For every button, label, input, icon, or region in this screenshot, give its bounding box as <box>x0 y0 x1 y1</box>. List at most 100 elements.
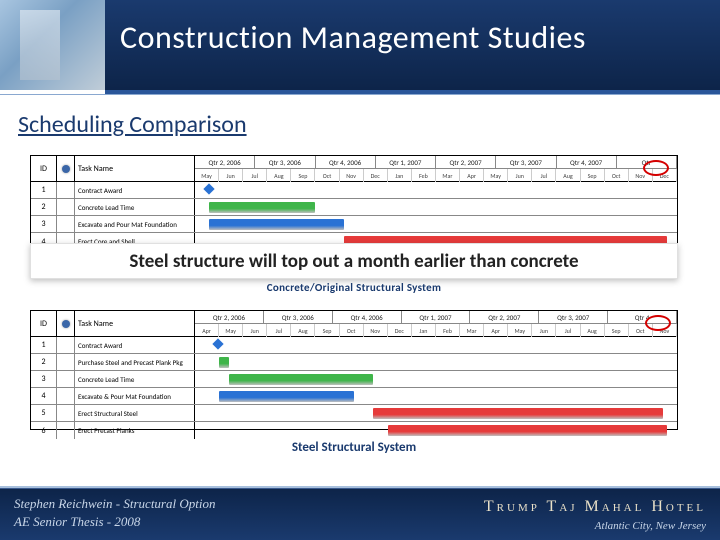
month-label: Sep <box>315 324 339 337</box>
col-id-header: ID <box>31 311 57 336</box>
row-id: 2 <box>31 199 57 215</box>
row-indicator <box>57 388 75 404</box>
row-id: 4 <box>31 388 57 404</box>
timeline-header: Qtr 2, 2006Qtr 3, 2006Qtr 4, 2006Qtr 1, … <box>195 156 677 181</box>
month-label: Jan <box>412 324 436 337</box>
quarter-label: Qtr 3, 2006 <box>255 156 315 168</box>
quarter-label: Qtr 2, 2006 <box>195 156 255 168</box>
month-label: Oct <box>340 324 364 337</box>
milestone-marker <box>213 338 224 349</box>
col-indicator-header <box>57 156 75 181</box>
footer-author: Stephen Reichwein - Structural Option <box>14 496 215 512</box>
quarter-label: Qtr 2, 2007 <box>436 156 496 168</box>
row-indicator <box>57 182 75 198</box>
row-timeline <box>195 337 677 353</box>
indicator-dot-icon <box>62 320 70 328</box>
month-label: Apr <box>195 324 219 337</box>
gantt-header: ID Task Name Qtr 2, 2006Qtr 3, 2006Qtr 4… <box>31 311 677 337</box>
gantt-row: 6Erect Precast Planks <box>31 422 677 439</box>
quarter-label: Qtr 2, 2006 <box>195 311 264 323</box>
callout-band: Steel structure will top out a month ear… <box>30 243 678 279</box>
row-indicator <box>57 199 75 215</box>
month-label: Dec <box>364 169 388 182</box>
month-label: Jul <box>267 324 291 337</box>
month-label: Feb <box>412 169 436 182</box>
row-timeline <box>195 405 677 421</box>
slide-title: Construction Management Studies <box>120 18 586 57</box>
row-id: 1 <box>31 337 57 353</box>
month-label: Mar <box>436 169 460 182</box>
caption-concrete: Concrete/Original Structural System <box>30 281 678 294</box>
quarter-label: Qtr 4, 2006 <box>316 156 376 168</box>
callout-text: Steel structure will top out a month ear… <box>129 250 578 273</box>
end-date-highlight-circle <box>645 315 671 331</box>
footer-course: AE Senior Thesis - 2008 <box>14 514 140 530</box>
month-label: Sep <box>291 169 315 182</box>
row-id: 1 <box>31 182 57 198</box>
month-label: Apr <box>460 169 484 182</box>
gantt-row: 1 Contract Award <box>31 182 677 199</box>
gantt-row: 2 Concrete Lead Time <box>31 199 677 216</box>
gantt-row: 2 Purchase Steel and Precast Plank Pkg <box>31 354 677 371</box>
gantt-bar <box>388 425 668 436</box>
gantt-bar <box>209 202 315 213</box>
month-label: Apr <box>484 324 508 337</box>
month-label: Jun <box>243 324 267 337</box>
month-label: Sep <box>581 169 605 182</box>
month-label: Jan <box>388 169 412 182</box>
quarter-label: Qtr 4, 2007 <box>557 156 617 168</box>
row-id: 5 <box>31 405 57 421</box>
row-indicator <box>57 422 75 439</box>
quarter-label: Qtr 3, 2006 <box>264 311 333 323</box>
month-label: Oct <box>315 169 339 182</box>
row-indicator <box>57 371 75 387</box>
row-task-name: Concrete Lead Time <box>75 371 195 387</box>
gantt-row: 3Excavate and Pour Mat Foundation <box>31 216 677 233</box>
month-label: May <box>484 169 508 182</box>
footer-location: Atlantic City, New Jersey <box>595 520 706 532</box>
month-label: Jul <box>532 169 556 182</box>
month-label: May <box>508 324 532 337</box>
month-label: Aug <box>581 324 605 337</box>
row-indicator <box>57 337 75 353</box>
row-task-name: Excavate and Pour Mat Foundation <box>75 216 195 232</box>
col-id-header: ID <box>31 156 57 181</box>
row-task-name: Contract Award <box>75 182 195 198</box>
row-indicator <box>57 405 75 421</box>
indicator-dot-icon <box>62 165 70 173</box>
gantt-row: 4Excavate & Pour Mat Foundation <box>31 388 677 405</box>
gantt-chart-concrete: ID Task Name Qtr 2, 2006Qtr 3, 2006Qtr 4… <box>30 155 678 255</box>
section-title: Scheduling Comparison <box>18 110 247 139</box>
quarter-label: Qtr 2, 2007 <box>470 311 539 323</box>
row-timeline <box>195 422 677 439</box>
quarter-label: Qtr 1, 2007 <box>376 156 436 168</box>
month-label: Jun <box>219 169 243 182</box>
gantt-row: 5 Erect Structural Steel <box>31 405 677 422</box>
month-label: Mar <box>460 324 484 337</box>
gantt-bar <box>373 408 662 419</box>
header-photo <box>0 0 105 90</box>
row-task-name: Erect Structural Steel <box>75 405 195 421</box>
row-task-name: Concrete Lead Time <box>75 199 195 215</box>
gantt-row: 3Concrete Lead Time <box>31 371 677 388</box>
row-timeline <box>195 388 677 404</box>
gantt-bar <box>219 391 354 402</box>
col-indicator-header <box>57 311 75 336</box>
month-label: Jul <box>556 324 580 337</box>
month-label: May <box>219 324 243 337</box>
month-label: Jul <box>243 169 267 182</box>
row-indicator <box>57 354 75 370</box>
row-task-name: Erect Precast Planks <box>75 422 195 439</box>
quarter-label: Qtr 3, 2007 <box>539 311 608 323</box>
row-task-name: Purchase Steel and Precast Plank Pkg <box>75 354 195 370</box>
footer: Stephen Reichwein - Structural Option AE… <box>0 488 720 540</box>
footer-project: Trump Taj Mahal Hotel <box>484 498 706 516</box>
row-task-name: Contract Award <box>75 337 195 353</box>
month-label: Dec <box>388 324 412 337</box>
gantt-row: 1 Contract Award <box>31 337 677 354</box>
row-id: 2 <box>31 354 57 370</box>
month-label: Aug <box>291 324 315 337</box>
col-task-header: Task Name <box>75 311 195 336</box>
month-label: May <box>195 169 219 182</box>
quarter-label: Qtr 4, 2006 <box>333 311 402 323</box>
